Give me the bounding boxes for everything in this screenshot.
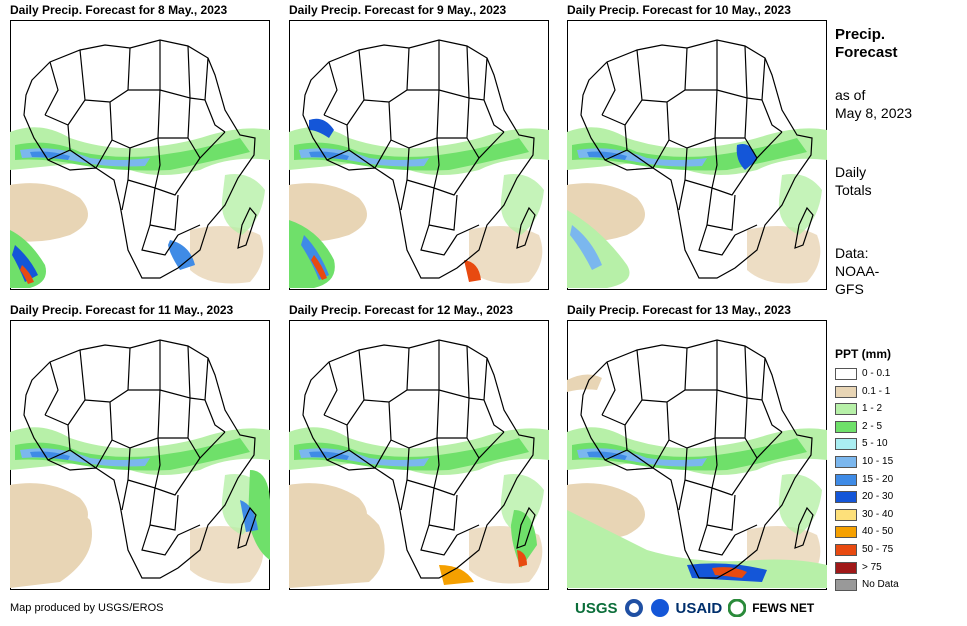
legend-label: 5 - 10 [862,438,888,450]
legend-label: 50 - 75 [862,543,894,555]
legend-label: No Data [862,579,899,591]
legend-item: 40 - 50 [835,524,955,542]
heading-line-2: Forecast [835,44,898,61]
legend-item: 5 - 10 [835,436,955,454]
as-of-line-2: May 8, 2023 [835,105,913,121]
usaid-logo: USAID [675,599,723,617]
legend-swatch [835,420,857,433]
forecast-panel-may-9: Daily Precip. Forecast for 9 May., 2023 [289,2,549,290]
totals-line-2: Totals [835,182,872,198]
legend-swatch [835,543,857,556]
heading-line-1: Precip. [835,26,886,43]
legend-label: 1 - 2 [862,403,883,415]
legend-label: 15 - 20 [862,473,894,485]
data-source-line-3: GFS [835,281,864,297]
legend-label: 40 - 50 [862,526,894,538]
legend-label: 20 - 30 [862,491,894,503]
legend-swatch [835,473,857,486]
legend-item: 0.1 - 1 [835,384,955,402]
legend-swatch [835,561,857,574]
legend-swatch [835,385,857,398]
usgs-logo: USGS [575,599,618,617]
precip-map [10,20,270,290]
legend-item: 50 - 75 [835,542,955,560]
panel-title: Daily Precip. Forecast for 8 May., 2023 [10,3,228,17]
panel-title: Daily Precip. Forecast for 10 May., 2023 [567,3,791,17]
legend-item: 10 - 15 [835,454,955,472]
forecast-panel-may-13: Daily Precip. Forecast for 13 May., 2023 [567,302,827,590]
forecast-panel-may-10: Daily Precip. Forecast for 10 May., 2023 [567,2,827,290]
legend-item: 15 - 20 [835,472,955,490]
legend-item: 2 - 5 [835,419,955,437]
panel-title: Daily Precip. Forecast for 11 May., 2023 [10,303,234,317]
legend-swatch [835,368,857,380]
precip-map [567,20,827,290]
data-source-line-2: NOAA- [835,263,880,279]
legend-title: PPT (mm) [835,347,892,361]
forecast-panel-may-12: Daily Precip. Forecast for 12 May., 2023 [289,302,549,590]
precip-map [289,20,549,290]
legend-swatch [835,579,857,592]
fewsnet-logo: FEWS NET [752,601,815,615]
legend-item: 1 - 2 [835,401,955,419]
legend-label: 2 - 5 [862,420,883,432]
legend-items: 0 - 0.1 0.1 - 1 1 - 2 2 - 5 5 - 10 10 - 15 15 … [835,366,955,595]
panel-title: Daily Precip. Forecast for 12 May., 2023 [289,303,513,317]
panel-title: Daily Precip. Forecast for 9 May., 2023 [289,3,507,17]
precip-legend: PPT (mm) 0 - 0.1 0.1 - 1 1 - 2 2 - 5 5 - 10 1… [835,347,955,595]
legend-swatch [835,438,857,451]
legend-label: 30 - 40 [862,508,894,520]
legend-label: 0 - 0.1 [862,368,891,379]
legend-item: 0 - 0.1 [835,366,955,384]
legend-swatch [835,508,857,521]
partner-logos: USGS USAID FEWS NET [575,596,814,620]
legend-item: 30 - 40 [835,507,955,525]
legend-item: > 75 [835,560,955,578]
totals-line-1: Daily [835,164,867,180]
legend-label: > 75 [862,561,882,573]
precip-map [289,320,549,590]
legend-swatch [835,526,857,539]
data-source-line-1: Data: [835,245,869,261]
noaa-logo-icon [624,599,643,617]
map-credit: Map produced by USGS/EROS [10,602,164,614]
forecast-panel-may-11: Daily Precip. Forecast for 11 May., 2023 [10,302,270,590]
legend-label: 10 - 15 [862,455,894,467]
panel-title: Daily Precip. Forecast for 13 May., 2023 [567,303,791,317]
forecast-panel-may-8: Daily Precip. Forecast for 8 May., 2023 [10,2,270,290]
precip-map [567,320,827,590]
globe-logo-icon [650,599,669,617]
legend-swatch [835,491,857,504]
legend-label: 0.1 - 1 [862,385,891,397]
legend-swatch [835,403,857,416]
legend-item: No Data [835,577,955,595]
as-of-line-1: as of [835,87,866,103]
precip-map [10,320,270,590]
legend-item: 20 - 30 [835,489,955,507]
fewsnet-logo-icon [728,599,747,617]
legend-swatch [835,455,857,468]
